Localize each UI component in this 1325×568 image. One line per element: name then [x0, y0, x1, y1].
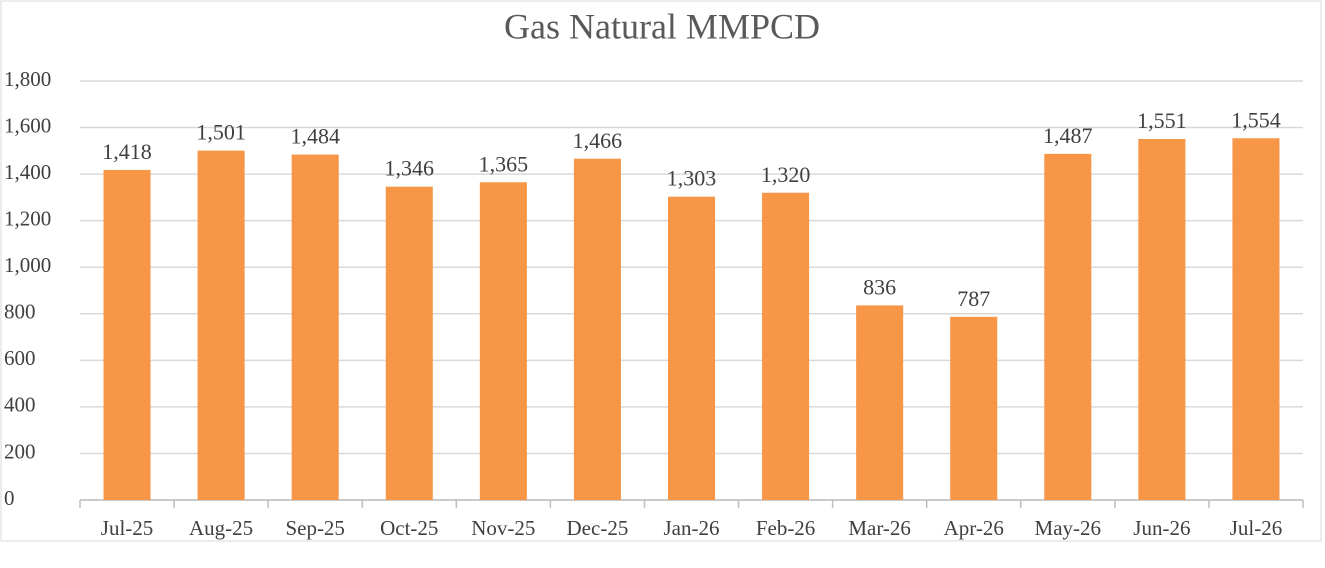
- y-tick-label: 1,200: [4, 206, 51, 230]
- value-label: 1,346: [385, 156, 435, 181]
- bar: [479, 182, 527, 500]
- chart-title: Gas Natural MMPCD: [504, 6, 820, 46]
- bar: [950, 316, 998, 500]
- x-tick-label: Apr-26: [944, 516, 1004, 540]
- value-label: 836: [863, 274, 896, 299]
- value-label: 1,487: [1043, 123, 1093, 148]
- x-tick-label: Jul-25: [101, 516, 154, 540]
- x-tick-label: Mar-26: [848, 516, 911, 540]
- bar: [385, 186, 433, 501]
- bar: [573, 158, 621, 500]
- y-tick-label: 0: [4, 486, 15, 510]
- y-tick-label: 200: [4, 439, 36, 463]
- y-tick-label: 1,400: [4, 160, 51, 184]
- bar: [197, 150, 245, 500]
- value-label: 1,418: [102, 139, 152, 164]
- x-tick-label: Jun-26: [1133, 516, 1190, 540]
- y-tick-label: 400: [4, 393, 36, 417]
- bar: [103, 169, 151, 500]
- bar: [1044, 153, 1092, 501]
- value-label: 1,320: [761, 162, 811, 187]
- bar: [1232, 138, 1280, 500]
- x-tick-label: Feb-26: [756, 516, 816, 540]
- bar: [856, 305, 904, 500]
- bar: [667, 196, 716, 500]
- value-label: 1,484: [290, 124, 340, 149]
- value-label: 1,551: [1137, 108, 1187, 133]
- x-tick-label: Nov-25: [471, 516, 535, 540]
- value-label: 1,554: [1231, 107, 1281, 132]
- x-tick-label: Dec-25: [567, 516, 629, 540]
- value-label: 1,501: [196, 120, 246, 145]
- y-tick-label: 800: [4, 300, 36, 324]
- y-tick-label: 1,600: [4, 113, 51, 137]
- x-tick-label: Sep-25: [285, 516, 345, 540]
- y-tick-label: 1,800: [4, 67, 51, 91]
- bar: [762, 192, 810, 500]
- y-tick-label: 600: [4, 346, 36, 370]
- value-label: 1,365: [479, 151, 529, 176]
- x-tick-label: Oct-25: [380, 516, 438, 540]
- x-tick-label: Jan-26: [664, 516, 720, 540]
- value-label: 1,303: [667, 166, 717, 191]
- x-tick-label: Aug-25: [189, 516, 253, 540]
- y-tick-label: 1,000: [4, 253, 51, 277]
- value-label: 787: [957, 286, 990, 311]
- value-label: 1,466: [573, 128, 623, 153]
- bar: [1138, 138, 1186, 500]
- x-tick-label: Jul-26: [1230, 516, 1283, 540]
- bar: [291, 154, 339, 500]
- x-tick-label: May-26: [1035, 516, 1102, 540]
